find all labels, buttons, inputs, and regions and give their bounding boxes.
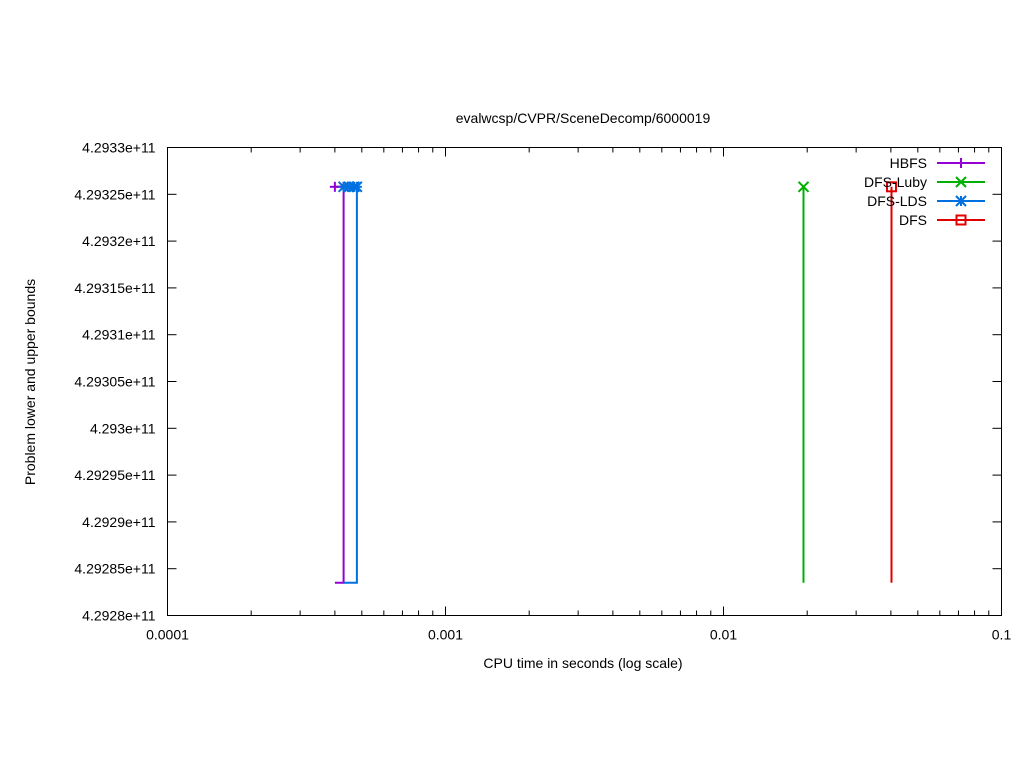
y-tick-label: 4.29325e+11 [74,186,155,202]
series-line [343,185,358,584]
plot-frame [167,147,1002,616]
data-point [329,181,340,192]
data-point [797,181,810,193]
y-tick-label: 4.29295e+11 [74,467,155,483]
legend-marker [956,158,966,168]
y-tick-label: 4.293e+11 [90,420,156,436]
data-point [351,181,363,193]
x-tick-label: 0.1 [992,627,1012,643]
y-tick-label: 4.29315e+11 [74,280,155,296]
axis-ticks: 4.2928e+11 4.29285e+11 4.2929e+11 4.29295e+… [74,140,1011,643]
legend-label: DFS-Luby [864,174,927,190]
legend-marker [955,176,967,188]
series-group [329,181,897,584]
chart-title: evalwcsp/CVPR/SceneDecomp/6000019 [456,110,711,126]
data-point [885,181,897,193]
x-tick-label: 0.0001 [146,627,189,643]
y-tick-label: 4.2928e+11 [82,608,156,624]
x-tick-label: 0.001 [428,627,463,643]
x-axis-label: CPU time in seconds (log scale) [483,655,682,671]
legend-marker [955,214,967,226]
y-axis-label: Problem lower and upper bounds [22,279,38,485]
y-tick-label: 4.2931e+11 [82,327,156,343]
y-tick-label: 4.2929e+11 [82,514,156,530]
y-tick-label: 4.29305e+11 [74,374,155,390]
y-tick-label: 4.2933e+11 [82,140,156,156]
legend: HBFS DFS-Luby DFS-LDS DFS [864,155,985,228]
y-tick-label: 4.2932e+11 [82,233,156,249]
legend-label: DFS-LDS [867,193,927,209]
legend-marker [955,195,967,207]
series-line [334,185,345,584]
legend-label: DFS [899,212,927,228]
x-tick-label: 0.01 [710,627,737,643]
y-tick-label: 4.29285e+11 [74,561,155,577]
legend-label: HBFS [890,155,927,171]
